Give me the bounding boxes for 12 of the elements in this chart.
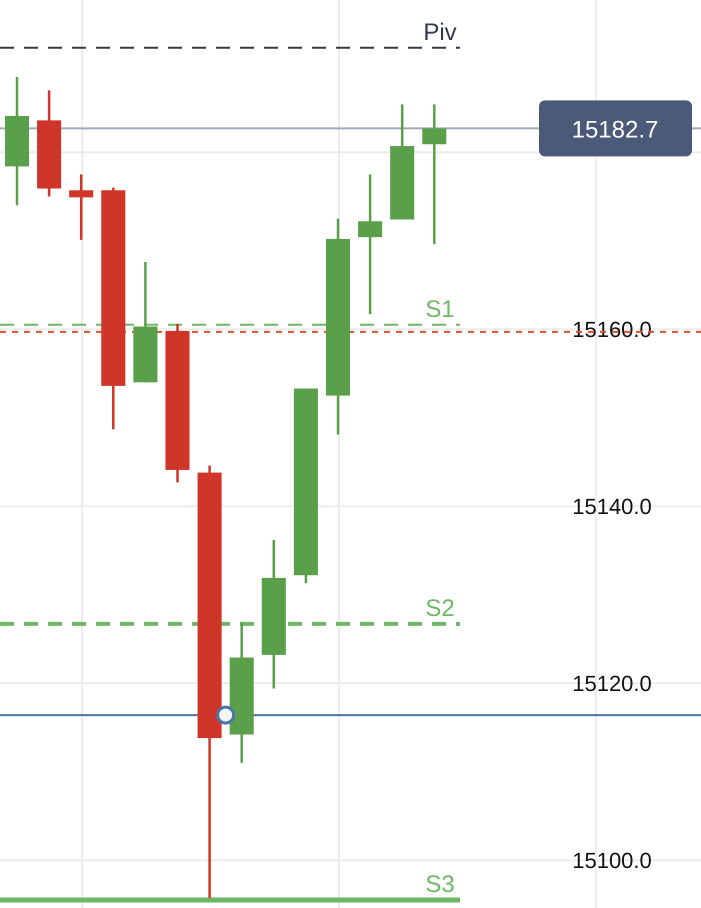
- ref-line-label: Piv: [423, 18, 457, 46]
- y-tick-label: 15100.0: [572, 848, 652, 874]
- y-tick-label: 15160.0: [572, 317, 652, 342]
- y-tick-label: 15140.0: [572, 494, 652, 520]
- candlestick: [422, 103, 446, 246]
- ref-line-label: S3: [425, 871, 455, 898]
- candlestick: [358, 173, 382, 316]
- annotation: 15182.7: [572, 116, 658, 144]
- ref-line-label: S1: [425, 296, 455, 323]
- candlestick: [69, 173, 94, 242]
- ref-line-label: S2: [425, 594, 455, 622]
- y-tick-label: 15120.0: [572, 671, 652, 696]
